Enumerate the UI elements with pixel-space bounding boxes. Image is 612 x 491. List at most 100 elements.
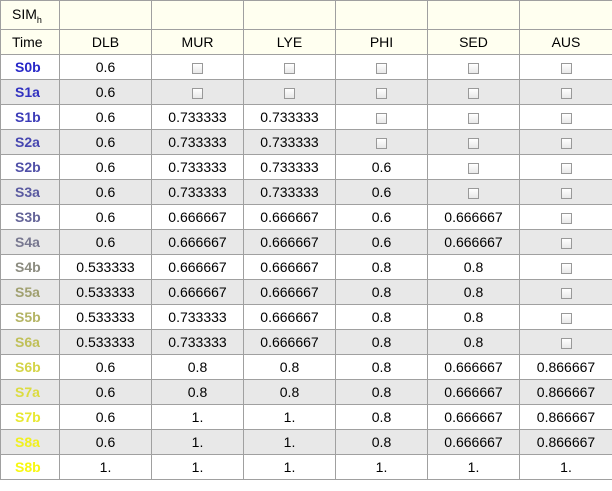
value-cell: 0.666667 — [427, 429, 520, 455]
empty-checkbox-cell[interactable] — [519, 79, 612, 105]
checkbox-icon[interactable] — [192, 87, 203, 99]
empty-checkbox-cell[interactable] — [519, 304, 612, 330]
empty-checkbox-cell[interactable] — [151, 54, 244, 80]
value-cell: 0.533333 — [59, 304, 152, 330]
column-header: PHI — [335, 29, 428, 55]
value-cell: 1. — [151, 454, 244, 480]
checkbox-icon[interactable] — [560, 262, 572, 274]
checkbox-icon[interactable] — [560, 312, 572, 324]
header-empty-cell — [243, 0, 336, 30]
checkbox-icon[interactable] — [560, 62, 572, 74]
value-cell: 0.733333 — [243, 104, 336, 130]
row-label: S8b — [0, 454, 60, 480]
checkbox-icon[interactable] — [560, 337, 572, 349]
column-header: SED — [427, 29, 520, 55]
similarity-table: SIMh Time DLB MUR LYE PHI SED AUS S0b 0.6… — [0, 0, 612, 480]
value-cell: 0.6 — [59, 104, 152, 130]
empty-checkbox-cell[interactable] — [335, 104, 428, 130]
checkbox-icon[interactable] — [468, 87, 479, 99]
checkbox-icon[interactable] — [376, 112, 387, 124]
checkbox-icon[interactable] — [468, 187, 479, 199]
checkbox-icon[interactable] — [560, 187, 572, 199]
empty-checkbox-cell[interactable] — [427, 54, 520, 80]
empty-checkbox-cell[interactable] — [519, 279, 612, 305]
table-row: S1a 0.6 — [0, 79, 612, 105]
empty-checkbox-cell[interactable] — [427, 104, 520, 130]
empty-checkbox-cell[interactable] — [427, 179, 520, 205]
empty-checkbox-cell[interactable] — [243, 79, 336, 105]
row-label: S8a — [0, 429, 60, 455]
value-cell: 0.666667 — [151, 254, 244, 280]
empty-checkbox-cell[interactable] — [519, 204, 612, 230]
checkbox-icon[interactable] — [560, 87, 572, 99]
empty-checkbox-cell[interactable] — [335, 54, 428, 80]
value-cell: 0.8 — [243, 354, 336, 380]
checkbox-icon[interactable] — [468, 62, 479, 74]
empty-checkbox-cell[interactable] — [519, 254, 612, 280]
empty-checkbox-cell[interactable] — [519, 129, 612, 155]
checkbox-icon[interactable] — [560, 112, 572, 124]
table-row: S8b 1. 1. 1. 1. 1. 1. — [0, 454, 612, 480]
value-cell: 0.8 — [151, 354, 244, 380]
value-cell: 0.8 — [335, 304, 428, 330]
column-header: MUR — [151, 29, 244, 55]
empty-checkbox-cell[interactable] — [519, 104, 612, 130]
title-subscript: h — [36, 14, 42, 25]
empty-checkbox-cell[interactable] — [519, 329, 612, 355]
checkbox-icon[interactable] — [376, 62, 387, 74]
table-row: S2b 0.6 0.733333 0.733333 0.6 — [0, 154, 612, 180]
table-row: S3b 0.6 0.666667 0.666667 0.6 0.666667 — [0, 204, 612, 230]
table-row: S7a 0.6 0.8 0.8 0.8 0.666667 0.866667 — [0, 379, 612, 405]
empty-checkbox-cell[interactable] — [335, 79, 428, 105]
column-header: AUS — [519, 29, 612, 55]
value-cell: 1. — [427, 454, 520, 480]
row-label: S0b — [0, 54, 60, 80]
empty-checkbox-cell[interactable] — [151, 79, 244, 105]
checkbox-icon[interactable] — [376, 87, 387, 99]
value-cell: 0.666667 — [151, 204, 244, 230]
empty-checkbox-cell[interactable] — [519, 179, 612, 205]
value-cell: 0.666667 — [151, 229, 244, 255]
value-cell: 0.8 — [335, 404, 428, 430]
value-cell: 0.6 — [335, 179, 428, 205]
value-cell: 0.8 — [335, 279, 428, 305]
value-cell: 0.8 — [427, 279, 520, 305]
empty-checkbox-cell[interactable] — [519, 229, 612, 255]
empty-checkbox-cell[interactable] — [519, 154, 612, 180]
checkbox-icon[interactable] — [468, 112, 479, 124]
checkbox-icon[interactable] — [560, 162, 572, 174]
empty-checkbox-cell[interactable] — [427, 79, 520, 105]
value-cell: 0.6 — [59, 204, 152, 230]
empty-checkbox-cell[interactable] — [519, 54, 612, 80]
checkbox-icon[interactable] — [284, 87, 295, 99]
checkbox-icon[interactable] — [468, 137, 479, 149]
header-empty-cell — [427, 0, 520, 30]
checkbox-icon[interactable] — [560, 137, 572, 149]
checkbox-icon[interactable] — [284, 62, 295, 74]
checkbox-icon[interactable] — [560, 212, 572, 224]
empty-checkbox-cell[interactable] — [243, 54, 336, 80]
empty-checkbox-cell[interactable] — [427, 154, 520, 180]
checkbox-icon[interactable] — [192, 62, 203, 74]
value-cell: 0.866667 — [519, 429, 612, 455]
checkbox-icon[interactable] — [560, 287, 572, 299]
empty-checkbox-cell[interactable] — [427, 129, 520, 155]
value-cell: 0.6 — [335, 154, 428, 180]
row-label: S3a — [0, 179, 60, 205]
value-cell: 0.733333 — [151, 104, 244, 130]
row-label: S2a — [0, 129, 60, 155]
title-main: SIM — [12, 5, 37, 22]
column-header: DLB — [59, 29, 152, 55]
table-row: S4b 0.533333 0.666667 0.666667 0.8 0.8 — [0, 254, 612, 280]
checkbox-icon[interactable] — [468, 162, 479, 174]
empty-checkbox-cell[interactable] — [335, 129, 428, 155]
row-label: S4a — [0, 229, 60, 255]
row-label: S7a — [0, 379, 60, 405]
value-cell: 1. — [151, 429, 244, 455]
checkbox-icon[interactable] — [376, 137, 387, 149]
table-row: S0b 0.6 — [0, 54, 612, 80]
header-empty-cell — [519, 0, 612, 30]
value-cell: 1. — [519, 454, 612, 480]
value-cell: 0.666667 — [427, 229, 520, 255]
checkbox-icon[interactable] — [560, 237, 572, 249]
